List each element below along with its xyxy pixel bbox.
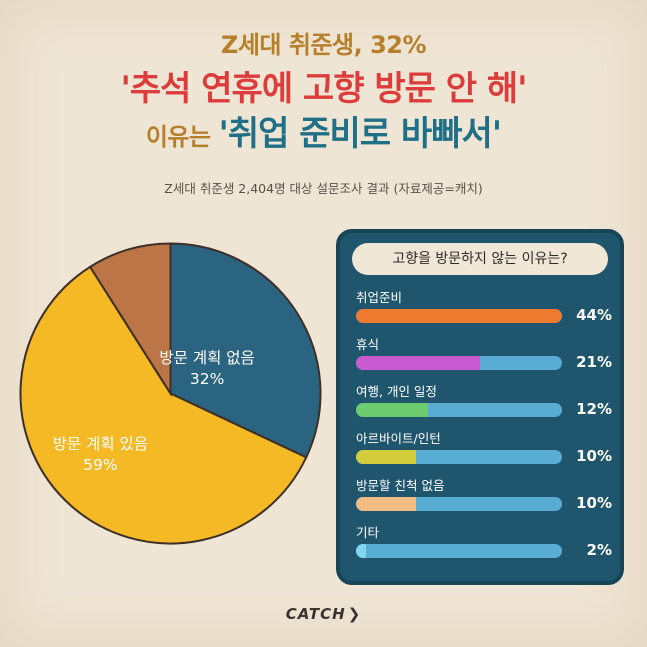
bar-label: 취업준비 <box>356 290 403 305</box>
pie-svg <box>19 242 322 545</box>
reasons-panel: 고향을 방문하지 않는 이유는? 취업준비 44% 휴식 21% 여행, 개인 … <box>336 229 624 585</box>
pie-label-plan-none-value: 32% <box>189 370 225 389</box>
catch-logo: CATCH ❯ <box>0 605 647 623</box>
bar-fill-travel <box>356 403 429 417</box>
bar-row-travel: 여행, 개인 일정 12% <box>356 381 612 425</box>
bar-value: 21% <box>576 353 612 371</box>
pie-label-plan-yes-name: 방문 계획 있음 <box>52 434 149 453</box>
bar-track <box>356 356 562 370</box>
survey-subtitle: Z세대 취준생 2,404명 대상 설문조사 결과 (자료제공=캐치) <box>164 181 483 196</box>
pie-label-plan-none-name: 방문 계획 없음 <box>159 349 255 368</box>
catch-logo-text: CATCH <box>285 605 346 623</box>
bar-track <box>356 544 562 558</box>
bar-row-no-relatives: 방문할 친척 없음 10% <box>356 475 612 519</box>
bar-value: 12% <box>576 400 612 418</box>
bar-value: 10% <box>576 447 612 465</box>
bar-track <box>356 403 562 417</box>
title-block: Z세대 취준생, 32% '추석 연휴에 고향 방문 안 해' 이유는 '취업 … <box>0 28 647 162</box>
pie-slice-other <box>88 242 172 397</box>
arrow-right-icon: ❯ <box>347 605 362 623</box>
title-line-2: '추석 연휴에 고향 방문 안 해' <box>120 69 527 109</box>
title-line-3: 이유는 '취업 준비로 바빠서' <box>0 112 647 162</box>
pie-slice-plan-none <box>169 242 322 459</box>
reasons-panel-title: 고향을 방문하지 않는 이유는? <box>352 243 608 275</box>
pie-chart: 방문 계획 없음 32% 방문 계획 있음 59% <box>18 241 323 546</box>
bar-row-job-prep: 취업준비 44% <box>356 287 612 331</box>
bar-row-rest: 휴식 21% <box>356 334 612 378</box>
bar-fill-other <box>356 544 367 558</box>
bar-track <box>356 309 562 323</box>
bar-row-parttime: 아르바이트/인턴 10% <box>356 428 612 472</box>
title-line-3-prefix: 이유는 <box>145 123 219 151</box>
bar-fill-job-prep <box>356 309 562 323</box>
bar-fill-no-relatives <box>356 497 416 511</box>
bar-value: 44% <box>576 306 612 324</box>
title-line-3-highlight: '취업 준비로 바빠서' <box>218 114 502 154</box>
pie-slice-plan-yes <box>19 265 308 545</box>
pie-label-plan-none: 방문 계획 없음 32% <box>159 348 254 390</box>
bar-track <box>356 497 562 511</box>
bar-label: 방문할 친척 없음 <box>356 478 445 493</box>
bar-label: 여행, 개인 일정 <box>356 384 437 399</box>
bar-label: 휴식 <box>356 337 380 352</box>
bar-value: 10% <box>576 494 612 512</box>
pie-label-plan-yes: 방문 계획 있음 59% <box>53 434 148 476</box>
bar-label: 아르바이트/인턴 <box>356 431 441 446</box>
bar-track <box>356 450 562 464</box>
title-line-1: Z세대 취준생, 32% <box>220 31 427 59</box>
bar-value: 2% <box>586 541 612 559</box>
bar-fill-rest <box>356 356 480 370</box>
bar-label: 기타 <box>356 525 380 540</box>
bar-row-other: 기타 2% <box>356 522 612 566</box>
bar-fill-parttime <box>356 450 416 464</box>
pie-label-plan-yes-value: 59% <box>83 455 118 474</box>
